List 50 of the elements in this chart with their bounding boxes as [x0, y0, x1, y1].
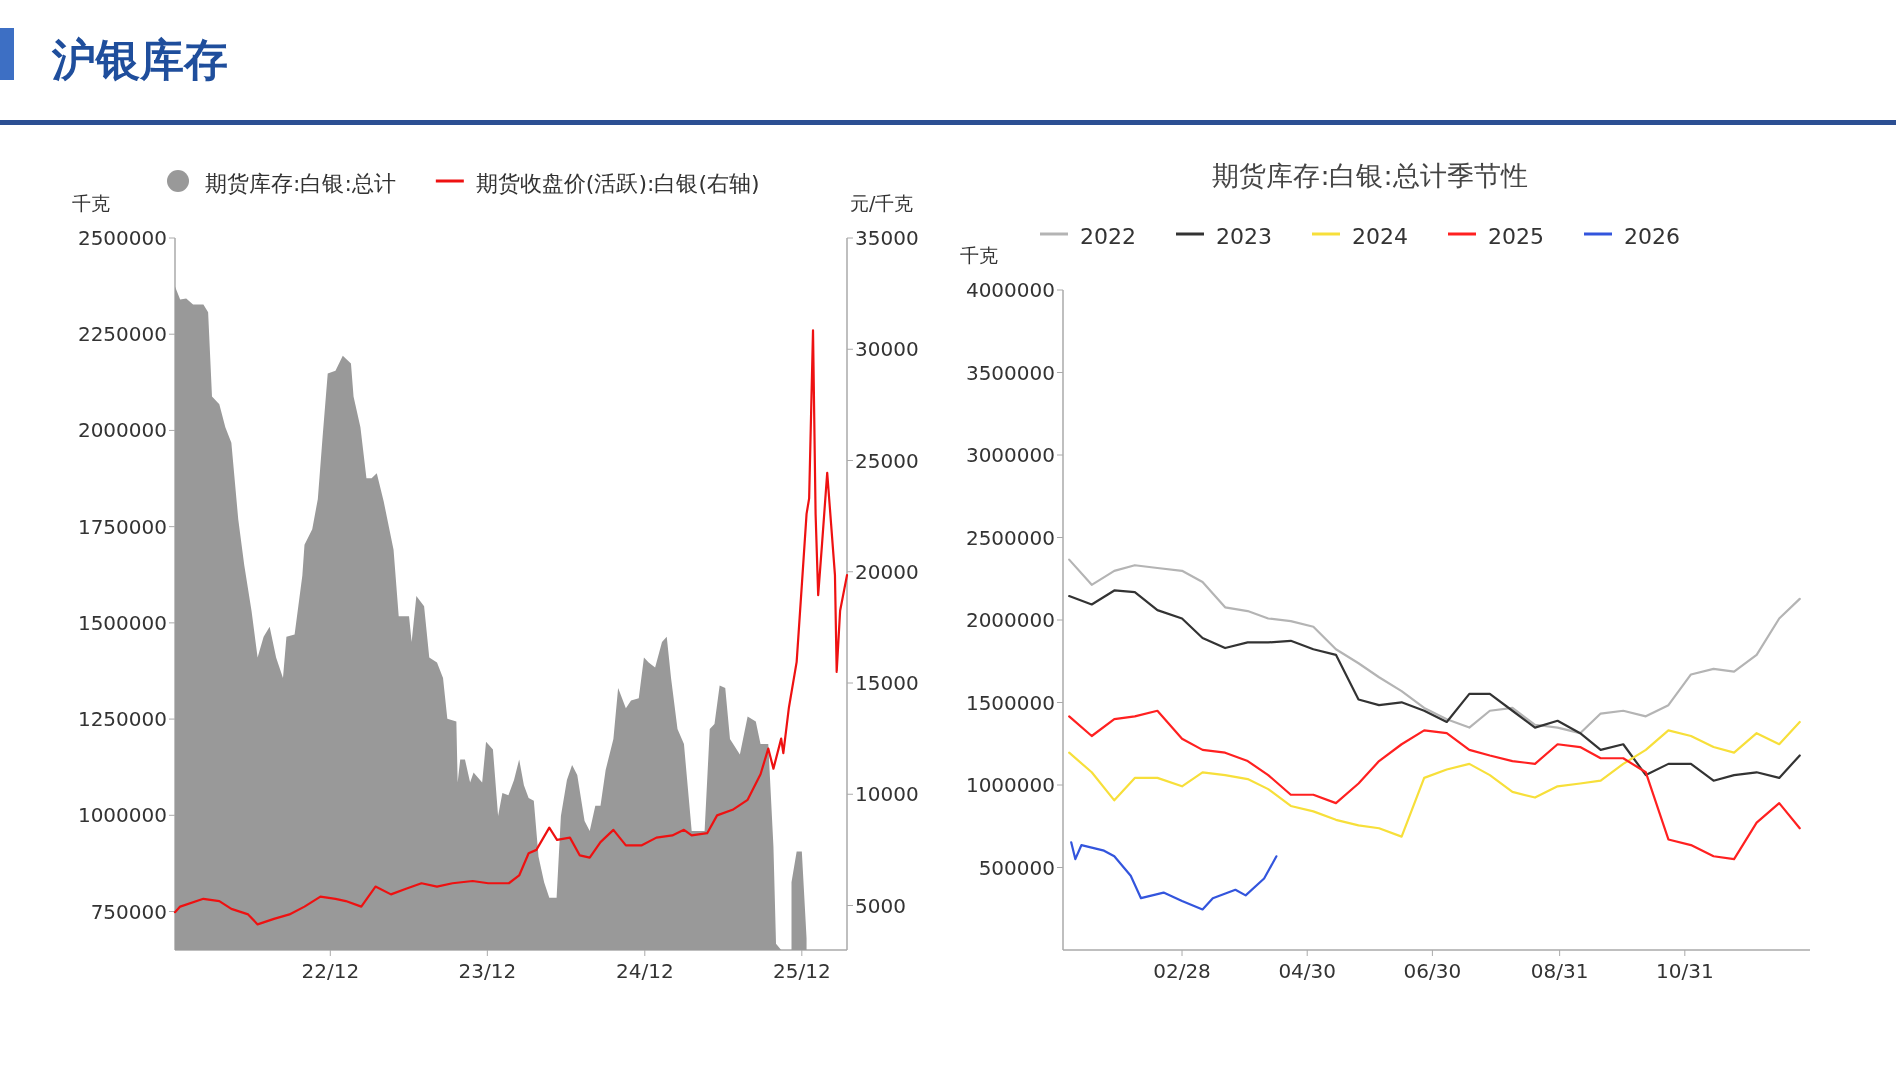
y-tick-label: 1500000 — [965, 690, 1055, 715]
y2-tick-label: 30000 — [855, 337, 919, 362]
x-tick-label: 08/31 — [1530, 959, 1589, 983]
y-tick-label: 3500000 — [965, 360, 1055, 385]
y-tick-label: 2500000 — [77, 226, 167, 250]
legend-label: 2025 — [1488, 223, 1544, 249]
y-tick-label: 1250000 — [77, 707, 167, 732]
chart-title: 沪银库存 — [51, 34, 228, 85]
y-tick-label: 2000000 — [965, 608, 1055, 632]
y2-tick-label: 25000 — [855, 448, 919, 473]
x-tick-label: 02/28 — [1153, 959, 1211, 983]
y-tick-label: 500000 — [978, 855, 1055, 880]
legend-label: 2022 — [1080, 223, 1136, 249]
y2-axis-title: 元/千克 — [850, 192, 914, 214]
y-axis-title: 千克 — [960, 244, 998, 266]
line-series — [1068, 589, 1801, 782]
y2-tick-label: 35000 — [855, 226, 919, 250]
y-axis-title: 千克 — [72, 192, 110, 214]
y-tick-label: 1500000 — [77, 610, 167, 635]
legend-label: 2026 — [1624, 223, 1680, 249]
x-tick-label: 25/12 — [773, 959, 831, 983]
legend-label: 2024 — [1352, 223, 1408, 249]
line-series — [1070, 841, 1278, 911]
line-series — [1068, 558, 1801, 735]
line-series — [173, 329, 849, 926]
y-tick-label: 750000 — [90, 899, 167, 924]
legend-label: 期货收盘价(活跃):白银(右轴) — [475, 170, 760, 196]
y-tick-label: 1000000 — [77, 803, 167, 828]
x-tick-label: 04/30 — [1278, 959, 1337, 983]
legend-label: 期货库存:白银:总计 — [205, 170, 396, 196]
y2-tick-label: 5000 — [855, 893, 906, 918]
y2-tick-label: 10000 — [855, 782, 919, 807]
chart-title: 期货库存:白银:总计季节性 — [1212, 160, 1528, 191]
x-tick-label: 22/12 — [301, 959, 360, 983]
y-tick-label: 2250000 — [77, 322, 167, 347]
y-tick-label: 2500000 — [965, 525, 1055, 550]
y-tick-label: 1750000 — [77, 514, 167, 539]
y2-tick-label: 20000 — [855, 559, 919, 584]
line-series — [1068, 709, 1801, 861]
x-tick-label: 06/30 — [1403, 959, 1462, 983]
y-tick-label: 2000000 — [77, 418, 167, 443]
y-tick-label: 3000000 — [965, 443, 1055, 467]
x-tick-label: 23/12 — [458, 959, 517, 983]
x-tick-label: 24/12 — [615, 959, 674, 983]
legend-label: 2023 — [1216, 223, 1272, 249]
y-tick-label: 4000000 — [965, 278, 1055, 302]
y2-tick-label: 15000 — [855, 671, 919, 695]
line-series — [1068, 720, 1801, 838]
x-tick-label: 10/31 — [1656, 959, 1714, 983]
y-tick-label: 1000000 — [965, 773, 1055, 797]
